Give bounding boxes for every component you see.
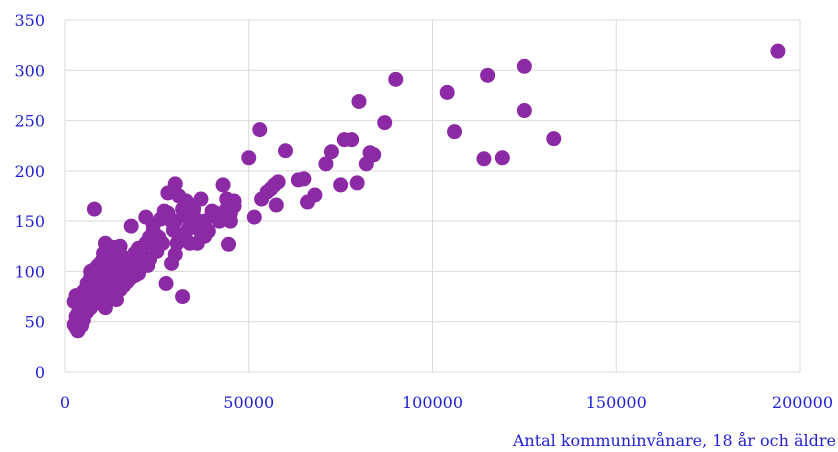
scatter-point [476, 151, 492, 167]
scatter-point [92, 294, 108, 310]
scatter-point [388, 71, 404, 87]
x-tick-label: 50000 [223, 393, 274, 412]
scatter-point [290, 172, 306, 188]
scatter-point [254, 191, 270, 207]
scatter-point [351, 93, 367, 109]
scatter-point [336, 132, 352, 148]
y-tick-label: 150 [14, 212, 45, 231]
scatter-point [221, 236, 237, 252]
scatter-point [252, 122, 268, 138]
scatter-point [333, 177, 349, 193]
scatter-point [439, 84, 455, 100]
scatter-point [123, 218, 139, 234]
scatter-point [154, 235, 170, 251]
scatter-point [160, 185, 176, 201]
scatter-point [66, 294, 82, 310]
scatter-point [241, 150, 257, 166]
scatter-point [480, 67, 496, 83]
scatter-point [197, 213, 213, 229]
scatter-point [323, 144, 339, 160]
x-axis-title: Antal kommuninvånare, 18 år och äldre [512, 431, 836, 450]
y-tick-label: 100 [14, 262, 45, 281]
scatter-point [516, 103, 532, 119]
y-axis-ticks: 0 50 100 150 200 250 300 350 [14, 11, 45, 382]
scatter-point [268, 197, 284, 213]
scatter-point [358, 156, 374, 172]
scatter-point [83, 263, 99, 279]
scatter-point [175, 289, 191, 305]
x-tick-label: 150000 [586, 393, 647, 412]
scatter-point [189, 235, 205, 251]
scatter-point [494, 150, 510, 166]
y-tick-label: 0 [35, 363, 45, 382]
y-tick-label: 250 [14, 112, 45, 131]
scatter-point [167, 213, 183, 229]
y-tick-label: 200 [14, 162, 45, 181]
scatter-point [158, 275, 174, 291]
scatter-point [349, 175, 365, 191]
scatter-point [86, 201, 102, 217]
scatter-point [516, 58, 532, 74]
scatter-point [278, 143, 293, 159]
scatter-point [118, 265, 134, 281]
x-tick-label: 100000 [402, 393, 463, 412]
scatter-point [300, 194, 316, 210]
scatter-point [226, 198, 242, 214]
y-tick-label: 50 [25, 313, 45, 332]
data-points [66, 43, 786, 339]
scatter-point [377, 115, 393, 131]
x-axis-ticks: 0 50000 100000 150000 200000 [60, 393, 833, 412]
scatter-point [215, 177, 231, 193]
scatter-point [318, 156, 334, 172]
scatter-point [447, 124, 463, 140]
scatter-point [770, 43, 786, 59]
scatter-point [164, 255, 180, 271]
x-tick-label: 0 [60, 393, 70, 412]
scatter-point [546, 131, 562, 147]
y-tick-label: 300 [14, 61, 45, 80]
x-tick-label: 200000 [772, 393, 833, 412]
y-tick-label: 350 [14, 11, 45, 30]
scatter-point [180, 221, 196, 237]
gridlines [64, 19, 801, 373]
scatter-point [193, 191, 209, 207]
scatter-point [140, 257, 156, 273]
scatter-point [211, 213, 227, 229]
scatter-point [246, 209, 262, 225]
